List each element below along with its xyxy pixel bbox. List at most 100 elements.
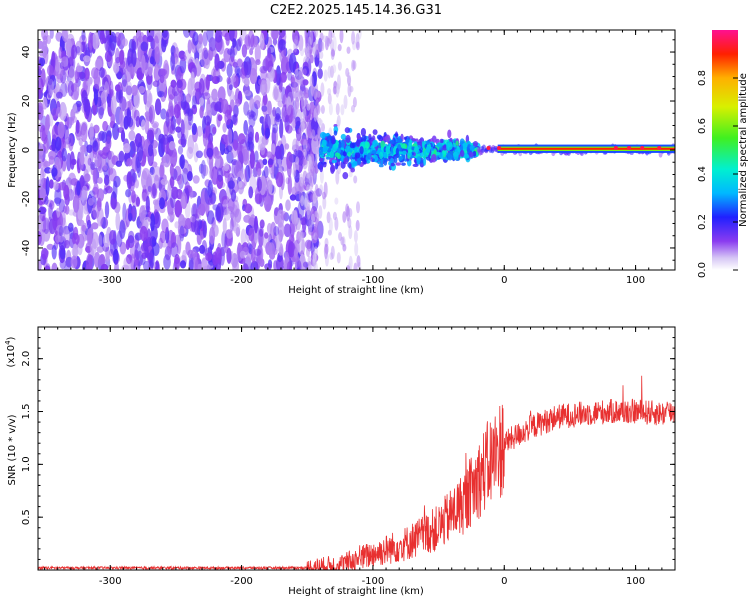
spectrogram-cell xyxy=(86,228,93,246)
spectrogram-cell xyxy=(134,179,139,189)
spectrogram-cell xyxy=(317,68,323,79)
spectrogram-cell xyxy=(353,230,358,243)
spectrogram-cell xyxy=(286,261,292,270)
spectrogram-cell xyxy=(306,247,310,257)
spectrogram-cell xyxy=(306,199,311,216)
spectrogram-cell xyxy=(41,40,48,59)
spectrogram-cell xyxy=(243,101,250,116)
spectrogram-cell xyxy=(120,129,126,143)
spectrogram-cell xyxy=(131,40,137,51)
spectrogram-cell xyxy=(305,172,310,179)
spectrogram-cell xyxy=(379,151,384,160)
spectrogram-cell xyxy=(41,247,49,260)
spectrogram-cell xyxy=(263,166,269,178)
spectrogram-cell xyxy=(243,77,250,87)
spectrogram-cell xyxy=(180,54,187,62)
spectrogram-cell xyxy=(109,80,114,96)
spectrogram-cell xyxy=(137,35,144,43)
spectrogram-cell xyxy=(48,202,53,221)
spectrogram-cell xyxy=(351,153,356,158)
spectrogram-cell xyxy=(342,151,347,157)
spectrogram-cell xyxy=(305,143,310,152)
spectrogram-cell xyxy=(319,51,324,60)
spectrogram-cell xyxy=(38,206,47,215)
spectrogram-cell xyxy=(249,97,255,111)
spectrogram-cell xyxy=(356,201,360,214)
spectrogram-cell xyxy=(175,116,182,125)
spectrogram-cell xyxy=(364,141,370,149)
spectrogram-cell xyxy=(161,218,169,234)
spectrogram-cell xyxy=(192,31,199,46)
spectrogram-cell xyxy=(243,168,248,187)
spectrogram-cell xyxy=(125,81,133,100)
spectrogram-cell xyxy=(271,143,276,155)
spectrogram-cell xyxy=(234,98,241,107)
spectrogram-cell xyxy=(77,207,84,221)
spectrogram-cell xyxy=(115,160,123,167)
spectrogram-cell xyxy=(167,214,174,221)
spectrogram-cell xyxy=(110,197,118,210)
spectrogram-cell xyxy=(312,41,317,55)
spectrogram-cell xyxy=(312,192,317,204)
spectrogram-cell xyxy=(275,171,284,188)
spectrogram-cell xyxy=(141,119,146,131)
spectrogram-cell xyxy=(194,257,202,270)
spectrogram-cell xyxy=(223,162,230,172)
spectrogram-cell xyxy=(115,211,121,231)
spectrogram-cell xyxy=(300,195,305,207)
spectrogram-cell xyxy=(211,68,216,83)
spectrogram-cell xyxy=(93,124,100,134)
spectrogram-cell xyxy=(159,74,165,84)
spectrogram-cell xyxy=(259,116,265,124)
spectrogram-cell xyxy=(179,225,185,242)
spectrogram-cell xyxy=(187,39,192,54)
spectrogram-cell xyxy=(64,239,71,249)
spectrogram-cell xyxy=(57,121,65,139)
spectrogram-cell xyxy=(72,194,80,213)
spectrogram-cell xyxy=(94,76,101,90)
spectrogram-cell xyxy=(54,136,62,151)
spectrogram-peak-dot xyxy=(486,146,491,150)
spectrogram-cell xyxy=(354,152,361,159)
spectrogram-cell xyxy=(345,67,350,77)
spectrogram-cell xyxy=(298,124,303,135)
snr-ytick-label: 2.0 xyxy=(21,351,32,367)
spectrogram-cell xyxy=(47,64,54,77)
spectrogram-cell xyxy=(38,260,42,270)
spectrogram-cell xyxy=(140,41,148,52)
spectrogram-cell xyxy=(273,225,280,237)
spectrogram-cell xyxy=(225,34,230,46)
spectrogram-cell xyxy=(447,152,451,157)
spectrogram-cell xyxy=(116,71,122,80)
spectrogram-cell xyxy=(367,152,372,160)
spectrogram-cell xyxy=(287,175,292,195)
spectrogram-cell xyxy=(275,234,282,252)
spectrogram-cell xyxy=(43,161,51,168)
spectrogram-cell xyxy=(233,139,239,151)
spectrogram-cell xyxy=(100,263,109,270)
spectrogram-cell xyxy=(52,210,58,231)
spectrogram-cell xyxy=(167,118,175,134)
spectrogram-cell xyxy=(275,107,281,121)
spectrogram-cell xyxy=(60,56,69,67)
spectrogram-cell xyxy=(222,122,227,133)
spectrogram-cell xyxy=(305,46,310,62)
spectrogram-peak-dot xyxy=(640,146,645,150)
spectrogram-cell xyxy=(191,95,197,109)
spectrogram-cell xyxy=(88,77,93,85)
spectrogram-cell xyxy=(108,42,116,57)
spectrogram-cell xyxy=(187,249,194,259)
snr-point xyxy=(438,527,439,528)
spectrogram-cell xyxy=(425,140,430,145)
spectrogram-cell xyxy=(114,84,121,92)
spectrogram-cell xyxy=(347,217,352,229)
spectrogram-cell xyxy=(336,252,341,264)
spectrogram-cell xyxy=(145,176,152,195)
snr-scale-label: (x104) xyxy=(4,336,17,367)
spectrogram-cell xyxy=(284,143,290,150)
spectrogram-cell xyxy=(226,77,233,97)
spectrogram-xlabel: Height of straight line (km) xyxy=(288,285,424,296)
snr-ylabel: SNR (10 * v/v) xyxy=(7,414,18,485)
